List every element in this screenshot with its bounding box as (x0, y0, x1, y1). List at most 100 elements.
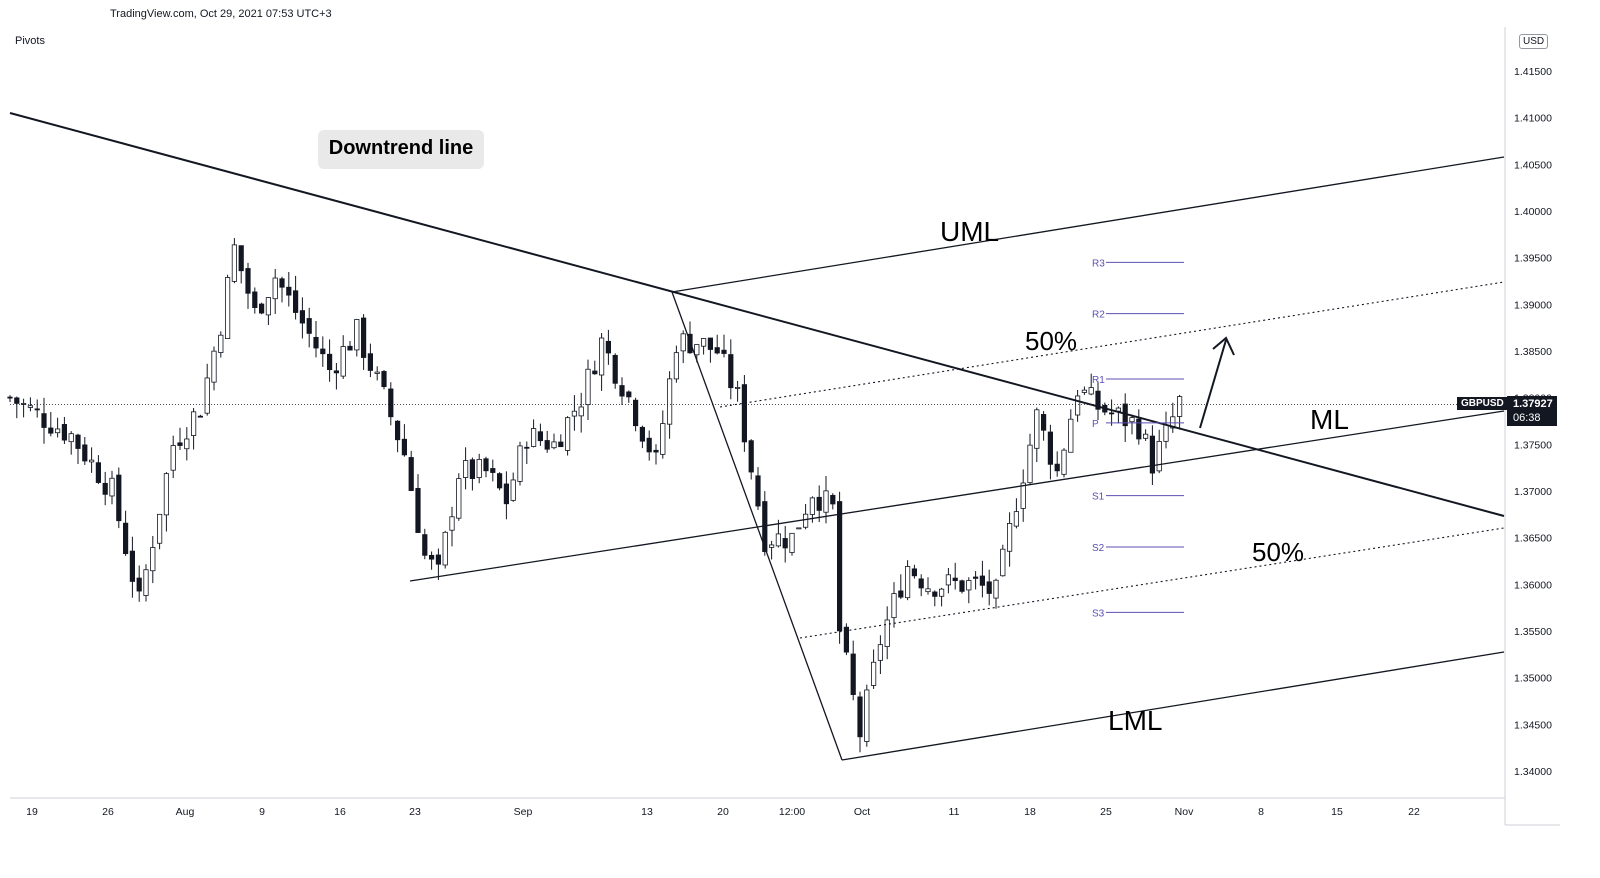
logo-wordmark: instaforex (46, 819, 154, 849)
price-tick-label: 1.34000 (1514, 766, 1552, 778)
candle-body (1041, 414, 1047, 431)
candle-body (177, 442, 183, 446)
pivot-label-s1: S1 (1092, 492, 1105, 503)
candle-body (619, 385, 625, 397)
time-tick-label: Oct (854, 806, 870, 818)
time-tick-label: 12:00 (779, 806, 805, 818)
candle-body (735, 386, 741, 389)
candle-body (925, 588, 931, 593)
pivot-label-s2: S2 (1092, 543, 1105, 554)
candle-body (360, 317, 367, 358)
candle-body (673, 352, 680, 380)
candle-body (911, 568, 918, 577)
candle-body (238, 245, 244, 272)
time-tick-label: Nov (1175, 806, 1194, 818)
candle-body (143, 569, 149, 596)
candle-body (279, 278, 285, 288)
candle-body (1109, 412, 1115, 415)
candle-body (211, 350, 217, 383)
time-tick-label: Aug (176, 806, 195, 818)
candle-body (857, 696, 863, 738)
candle-body (116, 474, 122, 522)
bar-countdown: 06:38 (1513, 412, 1541, 424)
candle-body (95, 462, 101, 483)
candle-body (769, 544, 775, 548)
indicator-label[interactable]: Pivots (15, 35, 45, 47)
candle-body (381, 371, 387, 388)
pivot-label-p: P (1092, 419, 1099, 430)
pitchfork-handle (671, 291, 843, 761)
candle-body (517, 445, 523, 482)
price-tick-label: 1.36000 (1514, 579, 1552, 591)
candle-body (1027, 444, 1033, 484)
candle-body (292, 290, 299, 313)
candle-body (428, 554, 435, 560)
candle-body (626, 391, 632, 398)
gear-logo-icon (6, 820, 42, 856)
candle-body (129, 550, 135, 582)
candle-body (75, 434, 81, 449)
candle-body (245, 268, 251, 294)
candle-body (605, 340, 612, 354)
currency-label[interactable]: USD (1519, 34, 1549, 49)
time-tick-label: 11 (949, 806, 960, 818)
candle-body (1177, 396, 1183, 417)
candle-body (646, 437, 652, 453)
candle-body (809, 497, 816, 515)
upper-fifty-percent-label: 50% (1025, 326, 1077, 356)
candle-body (558, 441, 564, 448)
candle-body (694, 344, 700, 356)
candle-body (1095, 390, 1101, 410)
candle-body (1061, 449, 1067, 475)
candle-body (204, 377, 210, 414)
time-tick-label: 25 (1100, 806, 1112, 818)
lower-fifty-percent-label: 50% (1252, 537, 1304, 567)
candle-body (633, 399, 639, 427)
candle-body (55, 428, 61, 434)
pivot-label-r2: R2 (1092, 310, 1105, 321)
candle-body (483, 458, 489, 472)
price-tick-label: 1.40500 (1514, 159, 1552, 171)
candle-body (218, 334, 224, 353)
candle-body (265, 297, 272, 316)
price-tick-label: 1.35500 (1514, 626, 1552, 638)
candle-body (599, 337, 605, 376)
candle-body (326, 353, 333, 371)
pivot-label-r3: R3 (1092, 258, 1105, 269)
candle-body (41, 413, 47, 428)
time-axis: 19 26 Aug 9 16 23 Sep 13 20 12:00 Oct 11 18 25 Nov 8 15 2… (26, 806, 1420, 818)
candle-body (1136, 418, 1142, 440)
candle-body (503, 483, 510, 505)
candle-body (388, 388, 394, 418)
candle-body (816, 496, 822, 511)
candle-body (449, 516, 455, 531)
candle-body (837, 501, 843, 632)
candle-body (639, 426, 646, 442)
candle-body (714, 347, 720, 354)
candle-body (1156, 440, 1162, 472)
candle-body (1143, 433, 1149, 439)
candle-body (354, 319, 360, 351)
candle-body (102, 482, 108, 495)
candle-body (667, 378, 673, 425)
candle-body (701, 338, 707, 347)
candle-body (537, 431, 544, 442)
candle-body (333, 370, 340, 374)
price-tick-label: 1.37000 (1514, 486, 1552, 498)
candle-body (803, 513, 809, 528)
candle-body (510, 479, 516, 501)
time-tick-label: 23 (409, 806, 421, 818)
time-tick-label: 20 (717, 806, 729, 818)
candle-body (898, 590, 904, 598)
candle-body (163, 473, 169, 516)
candle-body (462, 460, 469, 478)
downtrend-line (9, 112, 1505, 517)
candle-body (1129, 417, 1135, 423)
candle-body (823, 490, 829, 513)
candle-body (61, 424, 68, 441)
candle-body (986, 581, 992, 594)
lower-median-line (841, 651, 1505, 761)
candle-body (435, 554, 442, 565)
candle-body (123, 522, 129, 555)
